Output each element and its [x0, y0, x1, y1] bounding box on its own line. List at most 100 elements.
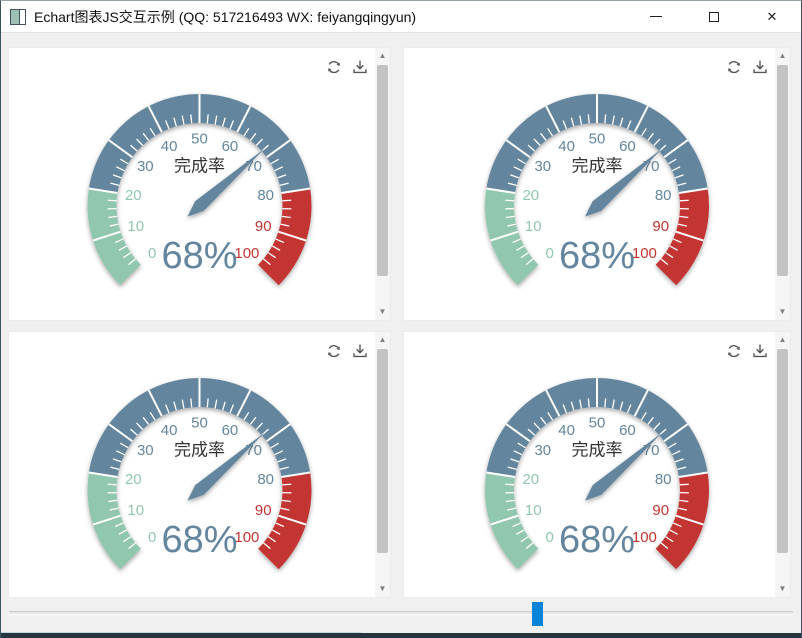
refresh-icon[interactable] [725, 342, 743, 365]
window-title: Echart图表JS交互示例 (QQ: 517216493 WX: feiyan… [34, 8, 417, 25]
svg-text:70: 70 [245, 158, 262, 175]
scroll-down-icon[interactable]: ▼ [778, 584, 787, 593]
gauge-panel-2: 0 10 20 30 40 50 60 70 80 90 100 完成率 68% ▲ ▼ [403, 47, 791, 321]
titlebar: Echart图表JS交互示例 (QQ: 517216493 WX: feiyan… [1, 1, 801, 33]
svg-text:40: 40 [558, 422, 575, 439]
svg-text:10: 10 [525, 218, 542, 235]
svg-text:40: 40 [161, 138, 178, 155]
svg-text:30: 30 [137, 442, 154, 459]
save-image-icon[interactable] [751, 58, 769, 81]
svg-text:100: 100 [234, 529, 259, 546]
svg-text:完成率: 完成率 [572, 441, 623, 460]
svg-text:0: 0 [545, 245, 553, 262]
gauge-panel-1: 0 10 20 30 40 50 60 70 80 90 100 完成率 68% ▲ ▼ [8, 47, 391, 321]
vertical-scrollbar[interactable]: ▲ ▼ [775, 332, 790, 597]
vertical-scrollbar[interactable]: ▲ ▼ [375, 332, 390, 597]
svg-text:80: 80 [655, 187, 672, 204]
gauge-panel-4: 0 10 20 30 40 50 60 70 80 90 100 完成率 68% ▲ ▼ [403, 331, 791, 598]
svg-text:10: 10 [127, 502, 144, 519]
maximize-icon [709, 11, 719, 22]
scroll-down-icon[interactable]: ▼ [778, 307, 787, 316]
svg-text:0: 0 [148, 529, 156, 546]
svg-text:100: 100 [632, 245, 657, 262]
save-image-icon[interactable] [351, 342, 369, 365]
refresh-icon[interactable] [725, 58, 743, 81]
svg-text:70: 70 [643, 442, 660, 459]
svg-text:60: 60 [222, 422, 239, 439]
svg-text:90: 90 [255, 502, 272, 519]
svg-text:40: 40 [558, 138, 575, 155]
svg-text:50: 50 [191, 415, 208, 432]
scroll-up-icon[interactable]: ▲ [778, 51, 787, 60]
svg-text:80: 80 [655, 471, 672, 488]
svg-text:50: 50 [191, 131, 208, 148]
bottom-slider-handle[interactable] [532, 602, 543, 626]
chart-toolbox [725, 342, 769, 365]
svg-text:68%: 68% [559, 235, 635, 277]
svg-text:60: 60 [619, 138, 636, 155]
scroll-up-icon[interactable]: ▲ [378, 51, 387, 60]
vertical-scrollbar[interactable]: ▲ ▼ [775, 48, 790, 320]
svg-text:90: 90 [652, 502, 669, 519]
svg-text:完成率: 完成率 [572, 157, 623, 176]
svg-text:90: 90 [255, 218, 272, 235]
svg-text:20: 20 [125, 471, 142, 488]
chart-toolbox [325, 58, 369, 81]
svg-text:30: 30 [534, 158, 551, 175]
svg-text:68%: 68% [161, 519, 237, 561]
bottom-slider-track[interactable] [9, 611, 793, 615]
svg-text:20: 20 [125, 187, 142, 204]
maximize-button[interactable] [685, 1, 743, 32]
svg-text:100: 100 [234, 245, 259, 262]
svg-text:30: 30 [534, 442, 551, 459]
window-controls: ✕ [627, 1, 801, 32]
scroll-down-icon[interactable]: ▼ [378, 584, 387, 593]
gauge-chart: 010 20 30 40 50 60 70 80 90 100 完成率 68% [87, 378, 312, 570]
svg-text:0: 0 [545, 529, 553, 546]
refresh-icon[interactable] [325, 342, 343, 365]
vertical-scrollbar[interactable]: ▲ ▼ [375, 48, 390, 320]
app-icon [10, 8, 26, 25]
scroll-up-icon[interactable]: ▲ [778, 335, 787, 344]
chart-toolbox [325, 342, 369, 365]
close-button[interactable]: ✕ [743, 1, 801, 32]
chart-toolbox [725, 58, 769, 81]
gauge-chart: 010 20 30 40 50 60 70 80 90 100 完成率 68% [87, 94, 312, 286]
scrollbar-thumb[interactable] [777, 349, 788, 553]
scroll-up-icon[interactable]: ▲ [378, 335, 387, 344]
svg-text:完成率: 完成率 [174, 157, 225, 176]
minimize-button[interactable] [627, 1, 685, 32]
scrollbar-thumb[interactable] [377, 349, 388, 553]
close-icon: ✕ [766, 9, 778, 24]
svg-text:10: 10 [127, 218, 144, 235]
minimize-icon [650, 16, 662, 17]
svg-text:70: 70 [245, 442, 262, 459]
taskbar-strip [1, 632, 801, 638]
svg-text:10: 10 [525, 502, 542, 519]
svg-text:90: 90 [652, 218, 669, 235]
svg-text:68%: 68% [161, 235, 237, 277]
save-image-icon[interactable] [351, 58, 369, 81]
svg-text:100: 100 [632, 529, 657, 546]
gauge-chart: 010 20 30 40 50 60 70 80 90 100 完成率 68% [484, 94, 710, 286]
scroll-down-icon[interactable]: ▼ [378, 307, 387, 316]
svg-text:20: 20 [522, 471, 539, 488]
scrollbar-thumb[interactable] [777, 65, 788, 276]
svg-text:80: 80 [257, 471, 274, 488]
svg-text:0: 0 [148, 245, 156, 262]
svg-text:50: 50 [589, 131, 606, 148]
refresh-icon[interactable] [325, 58, 343, 81]
save-image-icon[interactable] [751, 342, 769, 365]
svg-text:50: 50 [589, 415, 606, 432]
svg-text:70: 70 [643, 158, 660, 175]
svg-text:30: 30 [137, 158, 154, 175]
svg-text:20: 20 [522, 187, 539, 204]
svg-text:60: 60 [222, 138, 239, 155]
svg-text:40: 40 [161, 422, 178, 439]
gauge-chart: 010 20 30 40 50 60 70 80 90 100 完成率 68% [484, 378, 710, 570]
svg-text:80: 80 [257, 187, 274, 204]
svg-text:完成率: 完成率 [174, 441, 225, 460]
svg-text:68%: 68% [559, 519, 635, 561]
scrollbar-thumb[interactable] [377, 65, 388, 276]
